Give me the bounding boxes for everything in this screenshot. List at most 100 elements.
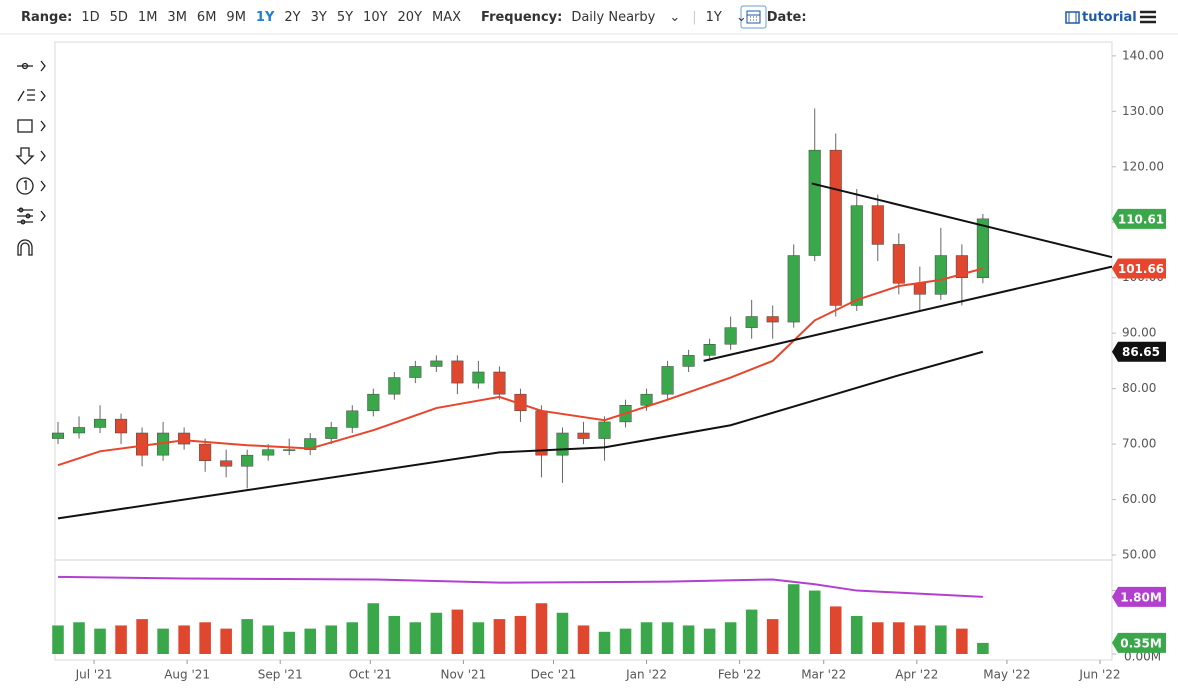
y-tick-label: 70.00 xyxy=(1122,437,1156,451)
y-tick-label: 80.00 xyxy=(1122,381,1156,395)
candle-body xyxy=(808,149,821,256)
candle-body xyxy=(703,344,716,356)
volume-bar xyxy=(956,628,968,654)
range-option[interactable]: 1Y xyxy=(255,9,275,25)
volume-bar xyxy=(577,625,590,654)
volume-bar xyxy=(640,622,653,654)
price-badge-label: 101.66 xyxy=(1118,262,1164,276)
x-tick-label: Jun '22 xyxy=(1078,668,1120,682)
tutorial-icon[interactable] xyxy=(1065,11,1080,24)
x-tick-label: Apr '22 xyxy=(895,668,938,682)
candle-body xyxy=(829,149,842,306)
volume-bar xyxy=(914,625,926,654)
x-tick-label: Jan '22 xyxy=(625,668,667,682)
tool-line[interactable] xyxy=(17,60,46,72)
range-option[interactable]: 6M xyxy=(196,9,217,25)
range-option[interactable]: 3M xyxy=(167,9,187,25)
moving-average-line xyxy=(57,575,983,598)
candle-body xyxy=(409,366,422,378)
tool-note[interactable] xyxy=(16,177,46,195)
candle-body xyxy=(598,421,611,439)
drawing-tools[interactable] xyxy=(15,60,46,256)
frequency-label: Frequency: xyxy=(481,9,563,25)
volume-bar xyxy=(178,625,190,654)
candle-body xyxy=(472,371,485,384)
volume-bar xyxy=(409,622,422,654)
volume-bar xyxy=(850,615,863,654)
candle-body xyxy=(304,438,317,450)
range-options: 1D 5D 1M 3M 6M 9M 1Y 2Y 3Y 5Y 10Y 20Y MAX xyxy=(81,10,461,25)
divider: | xyxy=(692,9,697,25)
menu-button[interactable] xyxy=(1140,10,1156,24)
volume-bar xyxy=(766,619,779,654)
y-tick-label: 140.00 xyxy=(1122,48,1164,62)
range-option[interactable]: 10Y xyxy=(363,9,388,25)
candle-body xyxy=(262,449,275,456)
volume-tick-label: 0.00M xyxy=(1124,650,1161,664)
volume-bar xyxy=(241,619,253,654)
candle-body xyxy=(430,360,443,367)
tool-magnet[interactable] xyxy=(17,239,33,256)
tool-fib[interactable] xyxy=(17,89,46,102)
candle-body xyxy=(745,316,758,328)
candle-body xyxy=(892,244,905,284)
volume-bar xyxy=(682,625,695,654)
candle-body xyxy=(682,355,695,367)
candle-body xyxy=(367,393,380,412)
volume-bar xyxy=(493,619,506,654)
x-tick-label: Sep '21 xyxy=(258,668,303,682)
frequency-select[interactable]: Daily Nearby xyxy=(571,9,656,25)
price-badge xyxy=(1112,586,1166,607)
trendline xyxy=(703,265,1113,362)
candle-body xyxy=(283,449,296,451)
range-option[interactable]: 2Y xyxy=(284,9,301,25)
dropdown-caret[interactable]: ⌄ xyxy=(669,9,681,25)
x-tick-label: Feb '22 xyxy=(718,668,762,682)
candle-body xyxy=(766,316,779,323)
volume-bar xyxy=(977,642,989,654)
volume-bar xyxy=(535,603,548,654)
toolbar: Range: 1D 5D 1M 3M 6M 9M 1Y 2Y 3Y 5Y 10Y 20Y MAX Fre… xyxy=(0,0,1178,34)
range-option[interactable]: 3Y xyxy=(310,9,327,25)
range-option[interactable]: 5Y xyxy=(336,9,354,25)
candle-body xyxy=(346,410,359,428)
x-tick-label: May '22 xyxy=(983,668,1030,682)
y-tick-label: 90.00 xyxy=(1122,326,1156,340)
tutorial-link[interactable]: tutorial xyxy=(1082,9,1137,25)
volume-bar xyxy=(598,631,611,654)
volume-bar xyxy=(745,609,758,654)
tool-settings[interactable] xyxy=(17,207,46,225)
price-badge xyxy=(1112,341,1166,362)
range-option[interactable]: MAX xyxy=(432,9,462,25)
candle-body xyxy=(493,371,506,395)
price-badge xyxy=(1112,258,1166,279)
y-tick-label: 130.00 xyxy=(1122,104,1164,118)
candle-body xyxy=(220,460,233,467)
volume-bar xyxy=(661,622,674,654)
volume-bar xyxy=(52,625,64,654)
calendar-button[interactable] xyxy=(740,5,767,29)
range-option[interactable]: 9M xyxy=(226,9,246,25)
range-option[interactable]: 1D xyxy=(81,9,100,25)
candle-body xyxy=(934,255,947,295)
tool-shape[interactable] xyxy=(17,119,46,133)
period-select[interactable]: 1Y xyxy=(705,9,722,25)
range-option[interactable]: 5D xyxy=(109,9,128,25)
volume-bar xyxy=(514,615,527,654)
volume-bar xyxy=(94,628,106,654)
x-tick-label: Oct '21 xyxy=(349,668,392,682)
volume-bar xyxy=(346,622,359,654)
volume-bar xyxy=(220,628,232,654)
tool-arrow[interactable] xyxy=(15,147,46,165)
moving-average-line xyxy=(57,350,984,520)
candle-body xyxy=(136,432,149,456)
volume-bar xyxy=(304,628,317,654)
volume-bar xyxy=(703,628,716,654)
x-tick-label: Aug '21 xyxy=(164,668,210,682)
range-option[interactable]: 20Y xyxy=(397,9,423,25)
y-tick-label: 50.00 xyxy=(1122,548,1156,562)
dropdown-caret[interactable]: ⌄ xyxy=(735,9,747,25)
candle-body xyxy=(451,360,464,384)
range-option[interactable]: 1M xyxy=(137,9,158,25)
x-tick-label: Jul '21 xyxy=(75,668,113,682)
